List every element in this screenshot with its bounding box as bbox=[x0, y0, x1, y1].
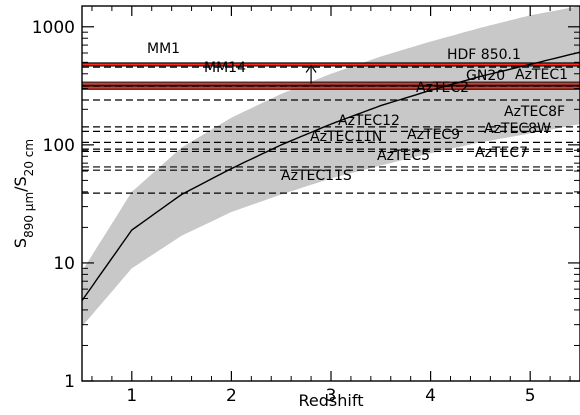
line-label-mm14: MM14 bbox=[204, 60, 246, 76]
x-tick-label: 2 bbox=[226, 386, 237, 406]
line-label-aztec8f: AzTEC8F bbox=[504, 104, 565, 120]
x-tick-label: 3 bbox=[326, 386, 337, 406]
line-label-aztec9: AzTEC9 bbox=[407, 127, 460, 143]
x-tick-label: 4 bbox=[425, 386, 436, 406]
y-tick-label: 1000 bbox=[32, 18, 75, 38]
line-label-gn20: GN20 bbox=[466, 68, 505, 84]
axes-layer: 1 2 3 4 5 1 10 100 1000 bbox=[32, 5, 580, 406]
x-tick-label: 1 bbox=[126, 386, 137, 406]
line-label-aztec11n: AzTEC11N bbox=[310, 129, 382, 145]
x-axis-label: Redshift bbox=[299, 391, 364, 410]
model-curve-layer bbox=[81, 51, 580, 302]
y-axis-label-slash: /S bbox=[11, 176, 30, 192]
line-label-hdf-850-1: HDF 850.1 bbox=[447, 47, 521, 63]
model-curve bbox=[81, 51, 580, 302]
y-tick-label: 1 bbox=[64, 372, 75, 392]
line-label-aztec5: AzTEC5 bbox=[377, 148, 430, 164]
y-axis-label-main: S bbox=[11, 238, 30, 248]
y-axis-label: S890 μm/S20 cm bbox=[11, 139, 36, 248]
line-label-aztec8w: AzTEC8W bbox=[484, 121, 551, 137]
line-label-aztec12: AzTEC12 bbox=[338, 113, 400, 129]
x-tick-label: 5 bbox=[525, 386, 536, 406]
line-label-mm1: MM1 bbox=[147, 41, 180, 57]
line-label-aztec2: AzTEC2 bbox=[416, 80, 469, 96]
reference-lines-layer bbox=[82, 62, 580, 194]
line-label-aztec7: AzTEC7 bbox=[475, 145, 528, 161]
line-label-aztec1: AzTEC1 bbox=[515, 67, 568, 83]
y-tick-label: 100 bbox=[43, 136, 75, 156]
y-axis-label-sub2: 20 cm bbox=[22, 139, 36, 176]
limit-arrow-head bbox=[305, 64, 317, 73]
line-label-aztec11s: AzTEC11S bbox=[281, 168, 352, 184]
y-tick-label: 10 bbox=[53, 254, 75, 274]
y-axis-label-sub1: 890 μm bbox=[22, 192, 36, 238]
